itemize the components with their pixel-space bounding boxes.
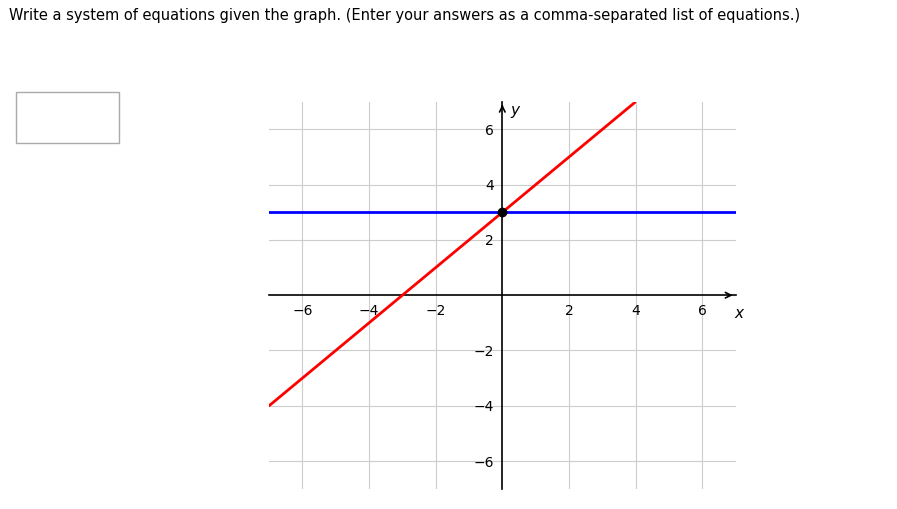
Text: Write a system of equations given the graph. (Enter your answers as a comma-sepa: Write a system of equations given the gr…	[9, 8, 800, 22]
Text: x: x	[735, 306, 744, 321]
Text: y: y	[510, 103, 519, 118]
